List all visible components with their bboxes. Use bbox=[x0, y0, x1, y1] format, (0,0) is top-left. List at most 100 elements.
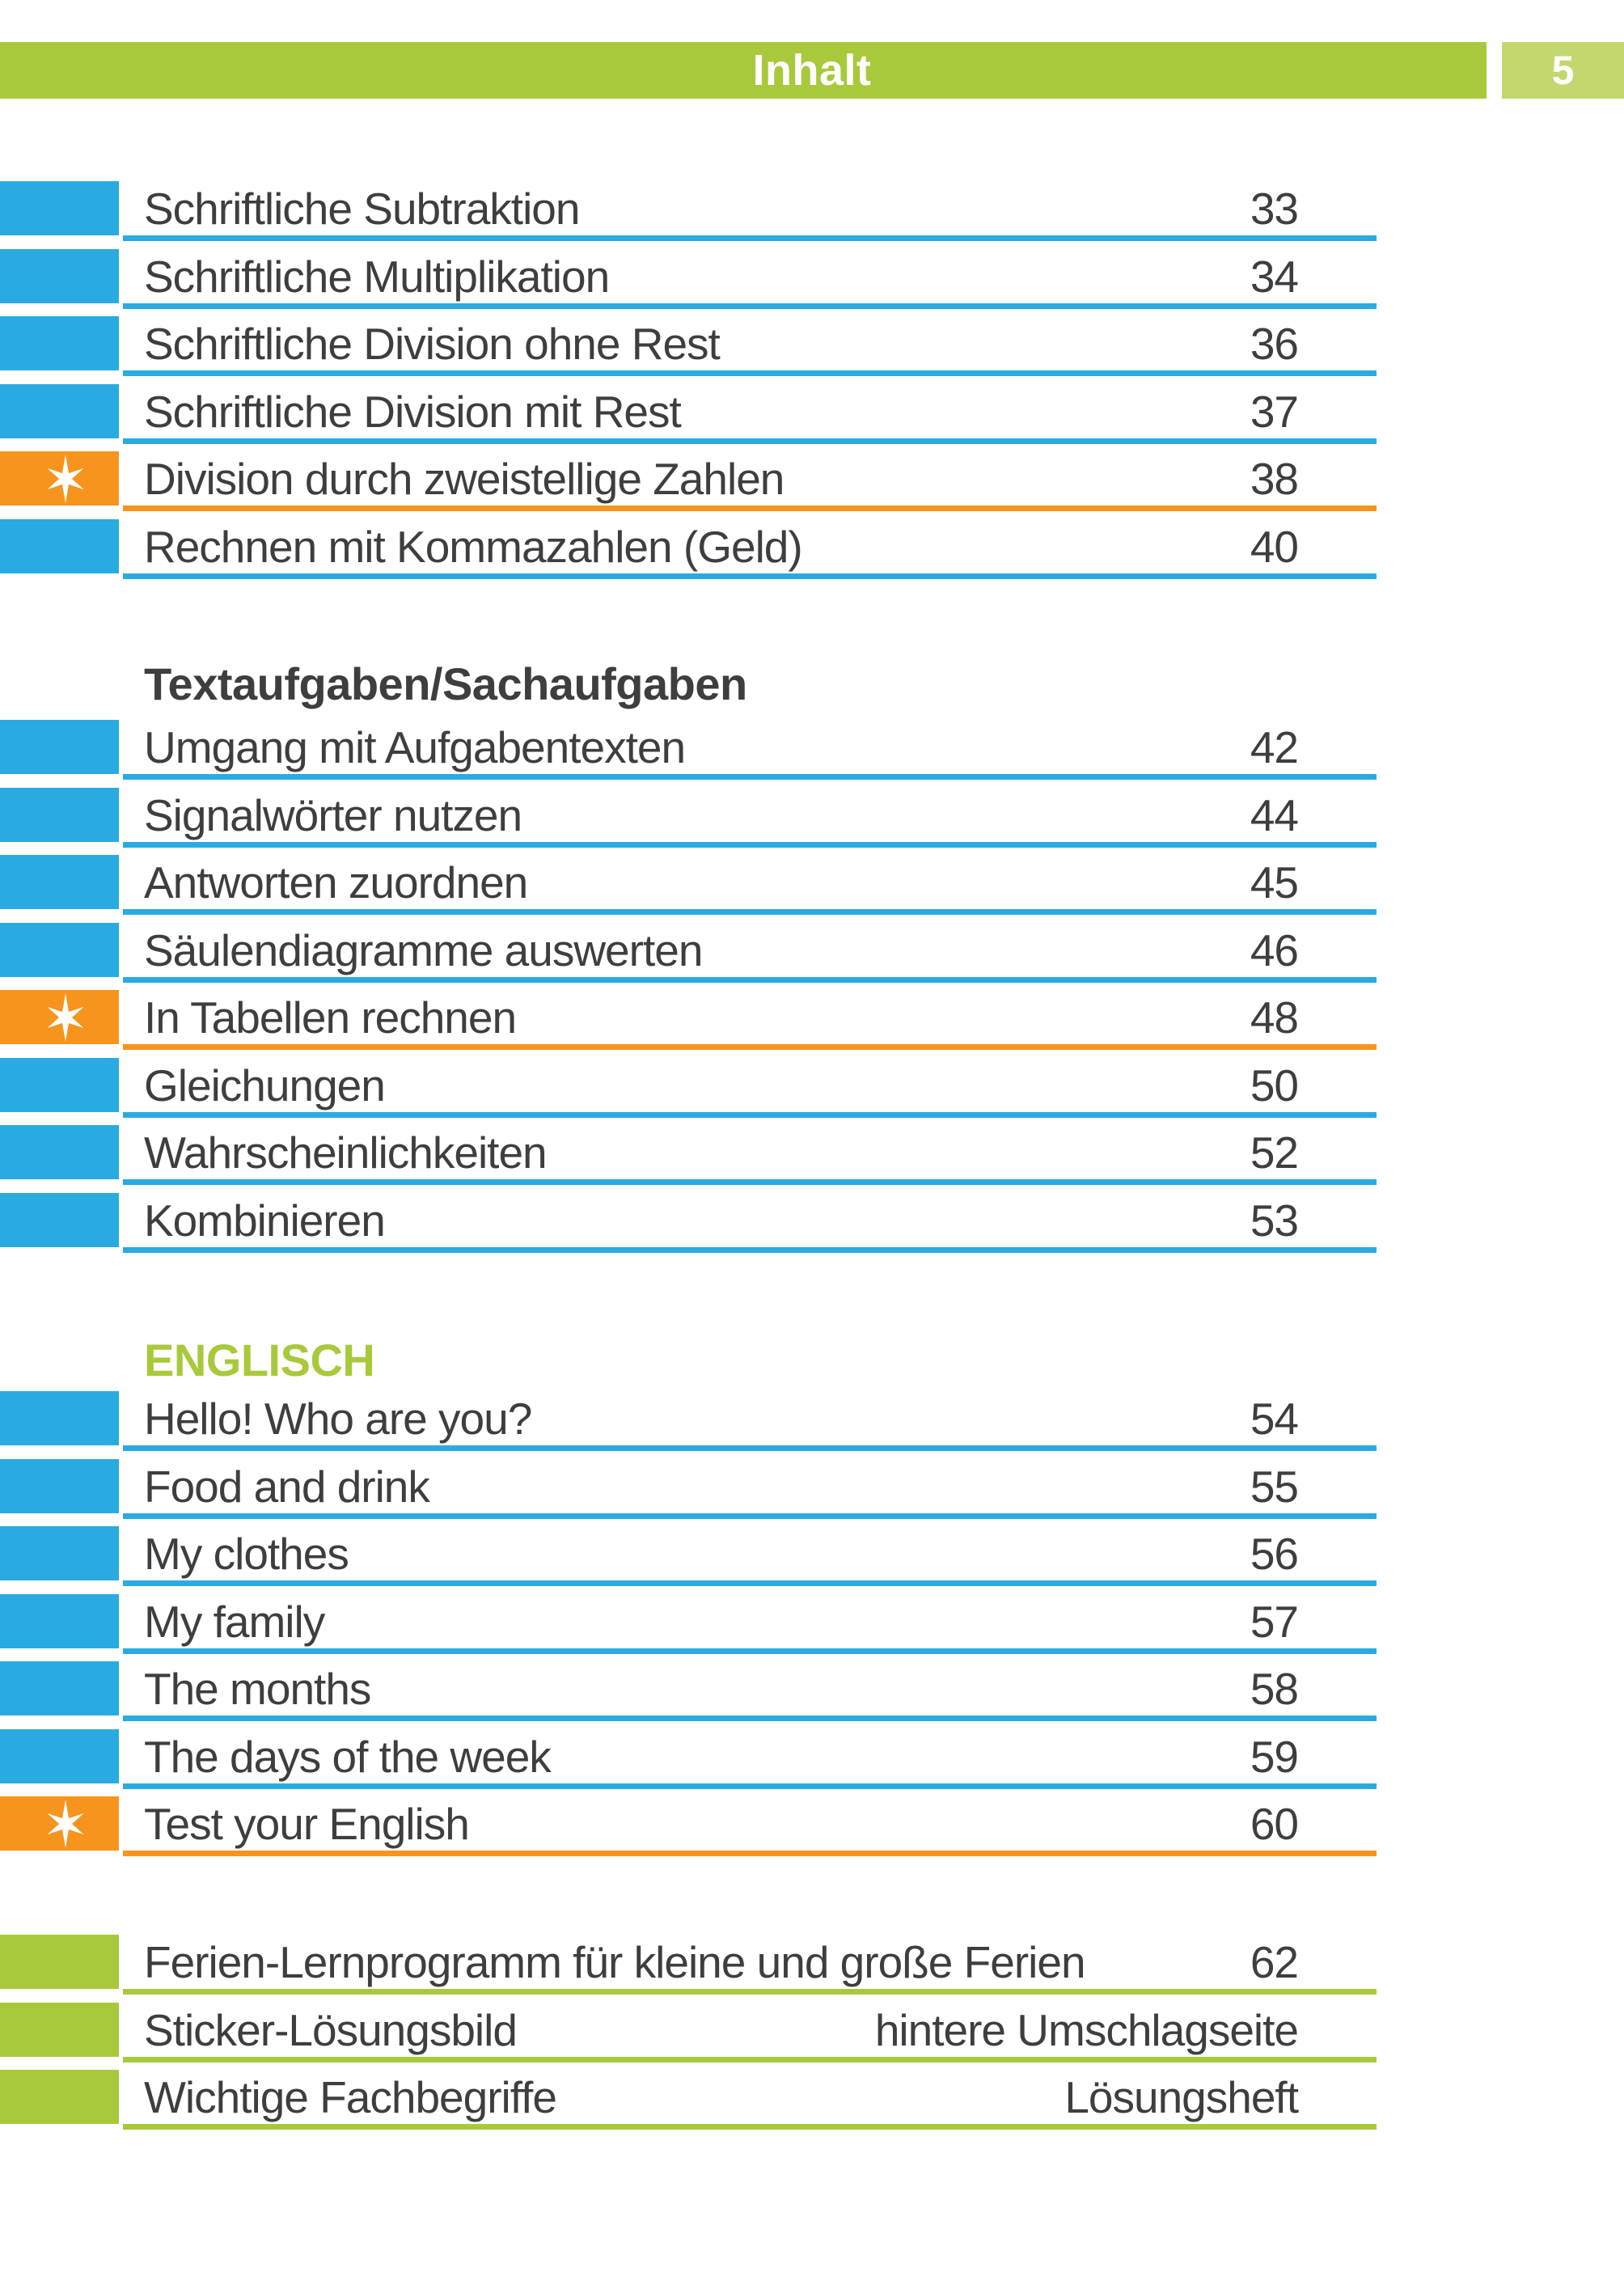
row-color-block bbox=[0, 1796, 119, 1851]
row-underline bbox=[123, 1783, 1377, 1789]
row-underline bbox=[123, 1716, 1377, 1721]
row-page-number: 57 bbox=[1250, 1596, 1299, 1647]
toc-row: My family 57 bbox=[0, 1593, 1624, 1654]
toc-row: Schriftliche Division ohne Rest 36 bbox=[0, 316, 1624, 376]
row-page-number: 59 bbox=[1250, 1731, 1299, 1782]
row-page-number: 36 bbox=[1250, 319, 1299, 369]
row-title: Schriftliche Multiplikation bbox=[144, 251, 610, 302]
row-title: Hello! Who are you? bbox=[144, 1394, 532, 1444]
toc-row: Säulendiagramme auswerten 46 bbox=[0, 922, 1624, 983]
row-color-block bbox=[0, 316, 119, 370]
row-underline bbox=[123, 1246, 1377, 1253]
toc-row: Antworten zuordnen 45 bbox=[0, 855, 1624, 915]
star-icon bbox=[46, 1799, 84, 1848]
row-page-number: 55 bbox=[1250, 1461, 1299, 1512]
row-color-block bbox=[0, 1057, 119, 1112]
row-title: Schriftliche Subtraktion bbox=[144, 184, 580, 234]
toc-row: Food and drink 55 bbox=[0, 1458, 1624, 1519]
row-color-block bbox=[0, 1661, 119, 1716]
row-page-number: 44 bbox=[1250, 789, 1299, 840]
toc-row: Schriftliche Subtraktion 33 bbox=[0, 181, 1624, 241]
row-underline bbox=[123, 1111, 1377, 1118]
row-title: Gleichungen bbox=[144, 1060, 386, 1111]
row-title: Wichtige Fachbegriffe bbox=[144, 2072, 557, 2122]
row-underline bbox=[123, 1989, 1377, 1995]
row-title: The months bbox=[144, 1664, 371, 1714]
row-underline bbox=[123, 235, 1377, 241]
row-underline bbox=[123, 506, 1377, 511]
row-title: Umgang mit Aufgabentexten bbox=[144, 722, 686, 772]
toc-row: Wichtige Fachbegriffe Lösungsheft bbox=[0, 2070, 1624, 2130]
row-color-block bbox=[0, 1935, 119, 1989]
row-color-block bbox=[0, 2070, 119, 2124]
row-page-number: 53 bbox=[1250, 1195, 1299, 1246]
row-color-block bbox=[0, 1391, 119, 1445]
row-page-number: 45 bbox=[1250, 857, 1299, 907]
row-color-block bbox=[0, 248, 119, 303]
row-page-number: 50 bbox=[1250, 1060, 1299, 1111]
row-title: My family bbox=[144, 1596, 325, 1647]
row-page-number: 56 bbox=[1250, 1529, 1299, 1579]
row-page-number: 37 bbox=[1250, 386, 1299, 437]
row-color-block bbox=[0, 855, 119, 909]
row-title: Signalwörter nutzen bbox=[144, 789, 522, 840]
row-color-block bbox=[0, 518, 119, 573]
section-heading: ENGLISCH bbox=[144, 1335, 375, 1386]
toc-row: Umgang mit Aufgabentexten 42 bbox=[0, 720, 1624, 780]
row-page-number: 60 bbox=[1250, 1799, 1299, 1849]
toc-row: Test your English 60 bbox=[0, 1796, 1624, 1856]
row-title: Food and drink bbox=[144, 1461, 430, 1512]
toc-row: Division durch zweistellige Zahlen 38 bbox=[0, 451, 1624, 511]
row-page-number: 48 bbox=[1250, 992, 1299, 1043]
toc-row: Gleichungen 50 bbox=[0, 1057, 1624, 1118]
row-underline bbox=[123, 1512, 1377, 1519]
row-color-block bbox=[0, 922, 119, 977]
row-color-block bbox=[0, 787, 119, 842]
row-underline bbox=[123, 302, 1377, 309]
star-icon bbox=[46, 454, 84, 503]
row-page-number: 38 bbox=[1250, 454, 1299, 504]
page-title: Inhalt bbox=[752, 46, 872, 95]
row-underline bbox=[123, 573, 1377, 579]
toc-list: Schriftliche Subtraktion 33 Schriftliche M… bbox=[0, 181, 1624, 2130]
toc-row: Wahrscheinlichkeiten 52 bbox=[0, 1125, 1624, 1185]
row-page-number: 34 bbox=[1250, 251, 1299, 302]
row-title: Division durch zweistellige Zahlen bbox=[144, 454, 785, 504]
row-underline bbox=[123, 1648, 1377, 1654]
toc-row: My clothes 56 bbox=[0, 1526, 1624, 1586]
row-title: Kombinieren bbox=[144, 1195, 386, 1246]
row-underline bbox=[123, 976, 1377, 983]
toc-row: In Tabellen rechnen 48 bbox=[0, 990, 1624, 1050]
row-color-block bbox=[0, 1125, 119, 1179]
row-underline bbox=[123, 909, 1377, 915]
row-underline bbox=[123, 370, 1377, 376]
row-page-number: 40 bbox=[1250, 521, 1299, 572]
row-color-block bbox=[0, 1728, 119, 1783]
row-underline bbox=[123, 841, 1377, 848]
row-underline bbox=[123, 2056, 1377, 2062]
row-underline bbox=[123, 774, 1377, 780]
row-underline bbox=[123, 438, 1377, 444]
row-color-block bbox=[0, 1593, 119, 1648]
section-heading: Textaufgaben/Sachaufgaben bbox=[144, 658, 747, 709]
row-title: Schriftliche Division ohne Rest bbox=[144, 319, 721, 369]
row-title: Test your English bbox=[144, 1799, 470, 1849]
row-color-block bbox=[0, 1458, 119, 1513]
toc-row: The days of the week 59 bbox=[0, 1728, 1624, 1789]
row-underline bbox=[123, 1179, 1377, 1185]
row-color-block bbox=[0, 181, 119, 235]
toc-row: Ferien-Lernprogramm für kleine und große… bbox=[0, 1935, 1624, 1995]
row-title: Schriftliche Division mit Rest bbox=[144, 386, 682, 437]
row-color-block bbox=[0, 2002, 119, 2057]
toc-row: Rechnen mit Kommazahlen (Geld) 40 bbox=[0, 518, 1624, 579]
row-page-number: 62 bbox=[1250, 1937, 1299, 1987]
row-color-block bbox=[0, 720, 119, 774]
row-color-block bbox=[0, 1192, 119, 1247]
row-title: The days of the week bbox=[144, 1731, 552, 1782]
row-title: In Tabellen rechnen bbox=[144, 992, 517, 1043]
row-title: Säulendiagramme auswerten bbox=[144, 924, 703, 975]
row-page-number: 33 bbox=[1250, 184, 1299, 234]
row-page-number: 58 bbox=[1250, 1664, 1299, 1714]
row-underline bbox=[123, 2124, 1377, 2130]
row-page-number: Lösungsheft bbox=[1064, 2072, 1299, 2122]
